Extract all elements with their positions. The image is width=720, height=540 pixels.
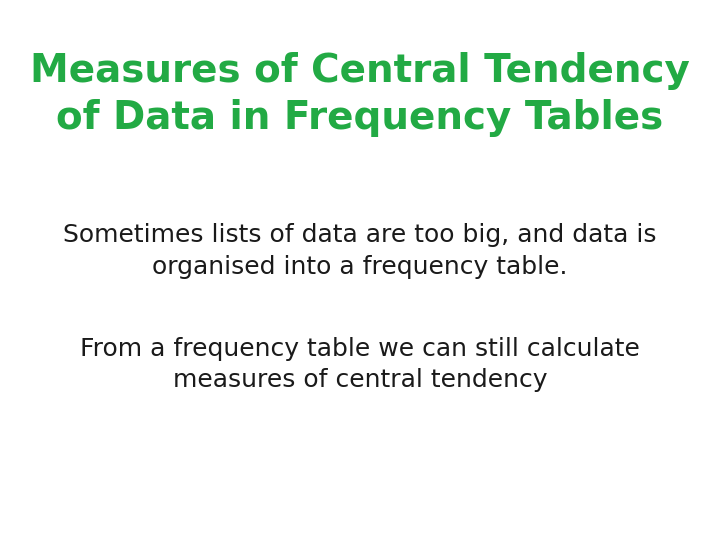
Text: Measures of Central Tendency
of Data in Frequency Tables: Measures of Central Tendency of Data in … [30, 52, 690, 137]
Text: Sometimes lists of data are too big, and data is
organised into a frequency tabl: Sometimes lists of data are too big, and… [63, 224, 657, 279]
Text: From a frequency table we can still calculate
measures of central tendency: From a frequency table we can still calc… [80, 337, 640, 392]
